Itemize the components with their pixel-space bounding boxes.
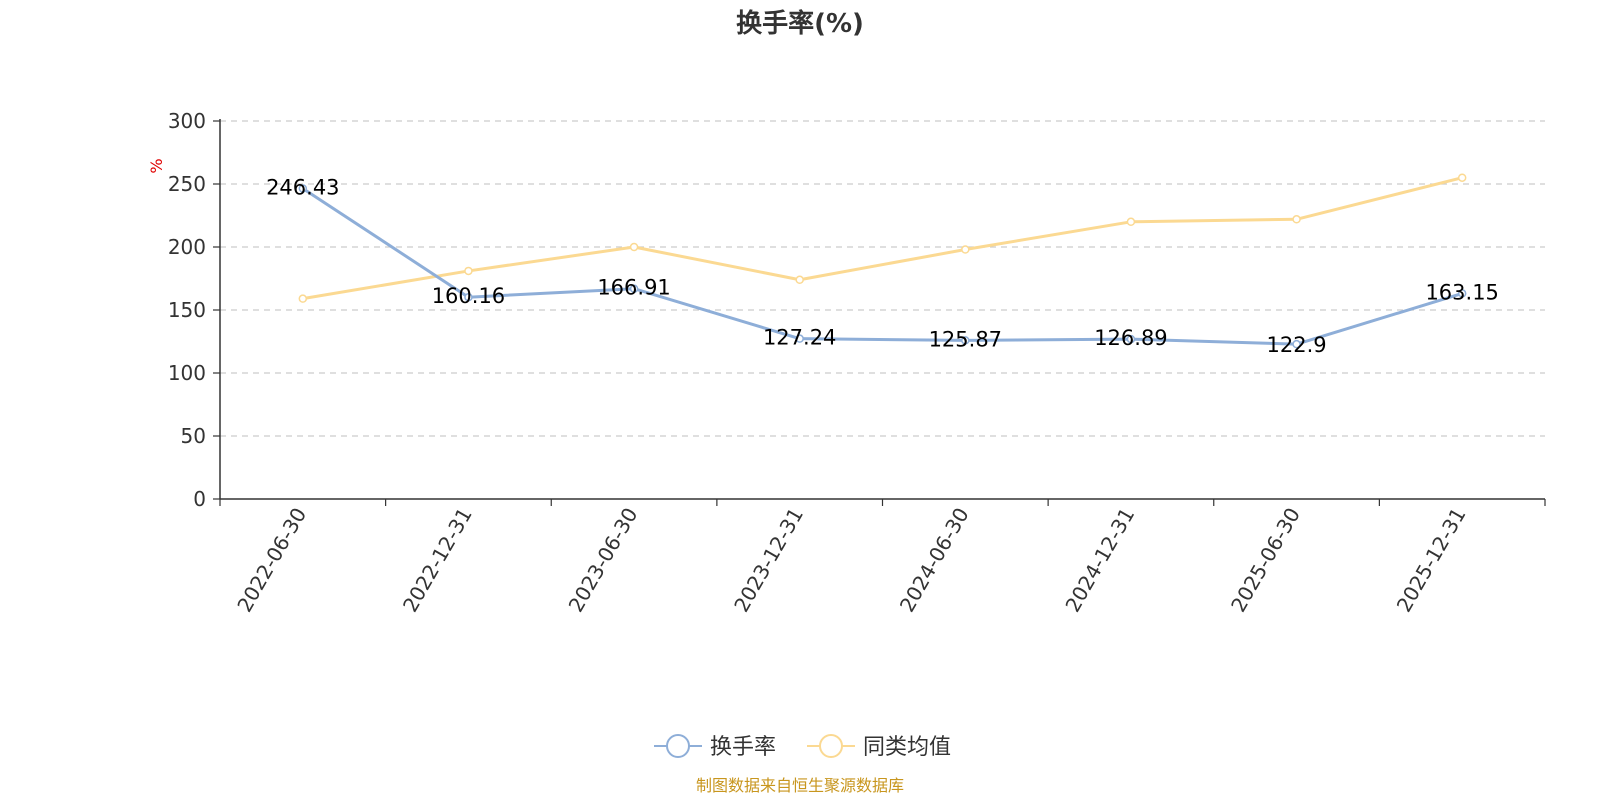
axes — [219, 119, 1545, 500]
legend-marker — [666, 734, 690, 758]
y-tick-label: 50 — [181, 424, 206, 448]
data-point-1 — [464, 266, 473, 276]
data-label: 122.9 — [1267, 333, 1327, 357]
y-tick-label: 300 — [168, 109, 206, 133]
data-point-1 — [1457, 173, 1467, 182]
data-point-0 — [795, 334, 804, 343]
x-tick-label: 2025-06-30 — [1226, 504, 1305, 617]
legend-label: 换手率 — [710, 735, 776, 760]
x-tick-label: 2025-12-31 — [1392, 504, 1471, 617]
data-label: 246.43 — [266, 175, 339, 199]
legend-item-1[interactable]: 同类均值 — [807, 734, 951, 760]
y-tick-label: 200 — [168, 235, 206, 259]
y-axis-unit: % — [147, 158, 166, 173]
x-tick-label: 2023-06-30 — [563, 504, 642, 617]
data-point-0 — [1292, 339, 1301, 349]
y-tick-label: 100 — [168, 361, 206, 385]
data-label: 166.91 — [597, 276, 670, 300]
x-axis-ticks: 2022-06-30 2022-12-31 2023-06-30 2023-12-31… — [219, 499, 1546, 617]
y-tick-label: 150 — [168, 298, 206, 322]
y-tick-label: 0 — [193, 487, 206, 511]
data-point-1 — [298, 294, 308, 303]
data-point-0 — [629, 284, 639, 293]
data-labels: 246.43 160.16 166.91 127.24 125.87 126.89 122.… — [266, 175, 1499, 357]
series-line-1 — [302, 176, 1463, 301]
data-point-1 — [629, 242, 639, 252]
data-label: 127.24 — [763, 326, 836, 350]
legend-marker — [819, 734, 843, 758]
y-tick-label: 250 — [168, 172, 206, 196]
data-point-0 — [298, 184, 308, 193]
data-point-0 — [961, 336, 970, 345]
data-label: 126.89 — [1094, 326, 1167, 350]
source-note: 制图数据来自恒生聚源数据库 — [696, 776, 904, 795]
legend-item-0[interactable]: 换手率 — [654, 734, 776, 760]
x-tick-label: 2022-12-31 — [398, 504, 477, 617]
x-tick-label: 2022-06-30 — [232, 504, 311, 617]
x-tick-label: 2024-06-30 — [895, 504, 974, 617]
data-point-0 — [1457, 289, 1467, 298]
data-point-1 — [795, 275, 804, 285]
x-tick-label: 2023-12-31 — [729, 504, 808, 617]
grid-lines — [220, 120, 1545, 437]
series-lines — [298, 173, 1467, 349]
legend-label: 同类均值 — [863, 735, 951, 760]
data-point-0 — [1126, 334, 1136, 344]
data-point-1 — [1126, 217, 1136, 227]
data-point-1 — [961, 245, 970, 254]
data-label: 160.16 — [432, 284, 505, 308]
data-label: 163.15 — [1425, 280, 1498, 304]
data-label: 125.87 — [929, 327, 1002, 351]
y-axis-ticks: 0 50 100 150 200 250 300 — [168, 109, 220, 511]
data-point-0 — [464, 292, 473, 302]
x-tick-label: 2024-12-31 — [1060, 504, 1139, 617]
legend[interactable]: 换手率 同类均值 — [654, 734, 951, 760]
data-point-1 — [1292, 215, 1301, 224]
series-line-0 — [301, 187, 1463, 346]
chart-title: 换手率(%) — [736, 8, 864, 39]
